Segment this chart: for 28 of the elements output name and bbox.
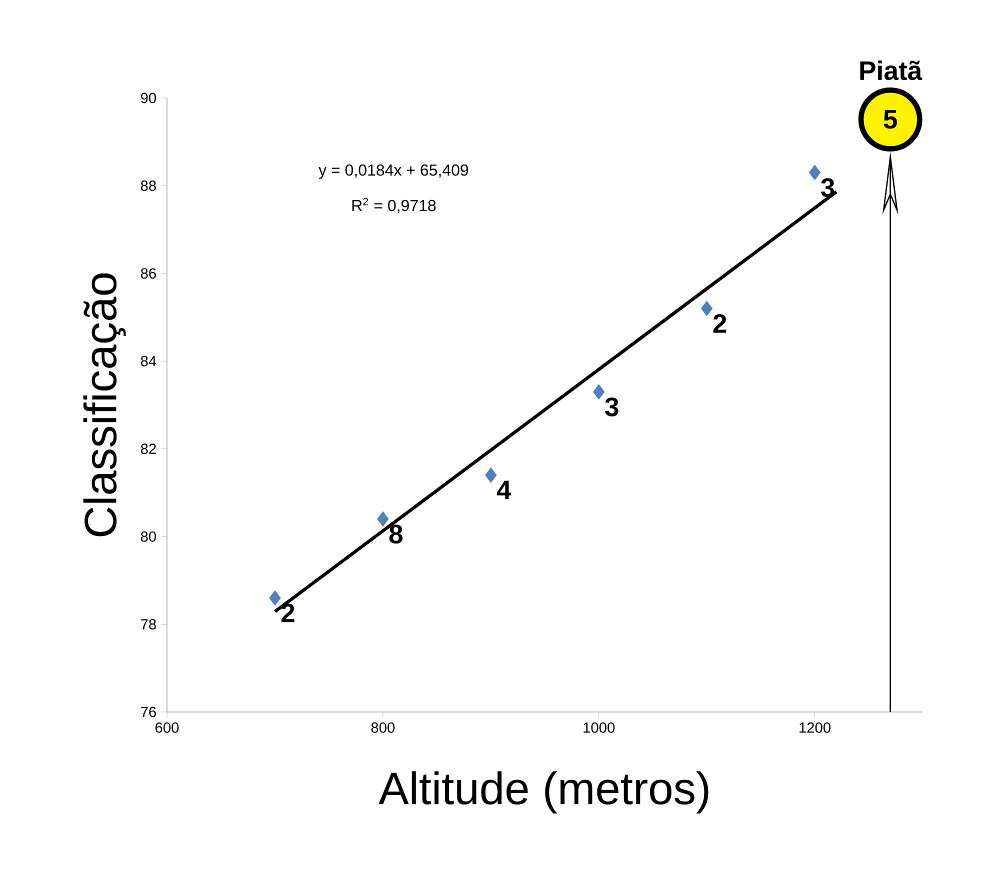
annotation: 5 [884,110,898,129]
point [701,300,713,316]
ref-line-label: Piatã [860,60,922,80]
y-tick-label: 90 [140,92,156,104]
x-tick-label: 1000 [584,722,615,733]
y-tick-label: 78 [141,619,156,630]
annotation: 4 [496,480,512,500]
y-tick-label: 86 [140,268,156,279]
point [377,511,389,527]
annotation: 8 [389,524,403,544]
point [593,384,605,400]
point [485,468,497,483]
annotation: 2 [713,314,726,333]
y-tick-label: 76 [141,706,156,718]
point [269,590,281,606]
point [808,164,821,180]
y-tick-label: 82 [140,444,156,454]
x-tick-label: 600 [156,722,179,733]
annotation: 3 [605,397,618,416]
y-tick-label: 80 [140,531,156,542]
x-axis-title: Altitude (metros) [378,771,708,814]
annotation: R$^{2}$ = 0,9718 [352,198,436,214]
y-tick-label: 84 [140,356,156,366]
x-tick-label: 800 [371,722,395,733]
y-axis-title: Classificação [83,273,126,536]
y-tick-label: 88 [140,180,156,191]
x-tick-label: 1200 [800,722,830,733]
annotation: y = 0,0184x + 65,409 [318,164,468,179]
